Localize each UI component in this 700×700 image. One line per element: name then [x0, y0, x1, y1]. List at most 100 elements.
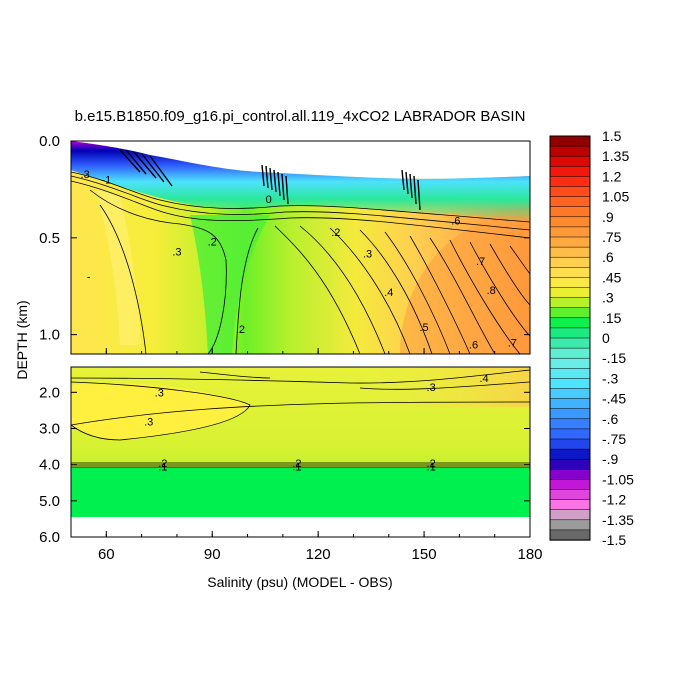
- contour-label: .7: [508, 337, 517, 349]
- colorbar-swatch: [549, 135, 591, 147]
- colorbar-swatch: [549, 145, 591, 157]
- contour-label: .1: [427, 461, 436, 473]
- contour-label: .7: [476, 256, 485, 268]
- contour-label: .3: [172, 246, 181, 258]
- colorbar-swatch: [549, 216, 591, 228]
- x-tick-label: 120: [306, 546, 331, 563]
- colorbar-swatch: [549, 509, 591, 521]
- colorbar-swatch: [549, 347, 591, 359]
- contour-label: .8: [487, 285, 496, 297]
- chart-title: b.e15.B1850.f09_g16.pi_control.all.119_4…: [75, 108, 526, 125]
- colorbar-swatch: [549, 155, 591, 167]
- colorbar-swatch: [549, 226, 591, 238]
- contour-label: .1: [292, 461, 301, 473]
- colorbar-swatch: [549, 479, 591, 491]
- colorbar-swatch: [549, 499, 591, 511]
- colorbar-swatch: [549, 297, 591, 309]
- colorbar-tick-label: -.75: [602, 431, 626, 447]
- upper-panel: [71, 141, 530, 354]
- colorbar-swatch: [549, 529, 591, 541]
- colorbar-swatch: [549, 337, 591, 349]
- colorbar-tick-label: 0: [602, 330, 610, 346]
- colorbar-swatch: [549, 408, 591, 420]
- colorbar-swatch: [549, 196, 591, 208]
- colorbar-swatch: [549, 388, 591, 400]
- contour-label: .4: [384, 287, 393, 299]
- contour-label: .4: [480, 373, 489, 385]
- y-axis-lower: 2.0 3.0 4.0 5.0 6.0: [39, 384, 530, 546]
- contour-label: .3: [155, 387, 164, 399]
- colorbar: [549, 135, 591, 541]
- colorbar-frame: [549, 135, 591, 541]
- contour-label: 0: [266, 194, 272, 206]
- colorbar-tick-label: 1.2: [602, 168, 622, 184]
- colorbar-tick-label: .6: [602, 249, 614, 265]
- colorbar-tick-label: .75: [602, 229, 622, 245]
- upper-orange-core: [400, 210, 530, 354]
- colorbar-swatch: [549, 246, 591, 258]
- upper-yellow-lens: [96, 190, 140, 345]
- x-tick-label: 90: [204, 546, 221, 563]
- colorbar-tick-label: 1.35: [602, 148, 629, 164]
- colorbar-swatch: [549, 186, 591, 198]
- x-tick-label: 150: [412, 546, 437, 563]
- contour-label: .2: [236, 324, 245, 336]
- lower-right-warm: [360, 367, 530, 407]
- upper-surface-void: [71, 141, 530, 179]
- colorbar-tick-label: .3: [602, 290, 614, 306]
- lower-contour-lines: [71, 369, 530, 468]
- upper-contour-lines: [71, 171, 530, 354]
- colorbar-swatch: [549, 519, 591, 531]
- x-tick-label: 180: [517, 546, 542, 563]
- colorbar-swatch: [549, 448, 591, 460]
- colorbar-tick-label: -.6: [602, 411, 619, 427]
- colorbar-swatch: [549, 438, 591, 450]
- colorbar-tick-label: 1.5: [602, 128, 622, 144]
- contour-label: .2: [158, 458, 167, 470]
- upper-contour-clusters: [119, 149, 421, 211]
- colorbar-swatch: [549, 458, 591, 470]
- lower-panel-frame: [70, 366, 531, 538]
- colorbar-swatch: [549, 368, 591, 380]
- y-tick-label: 2.0: [39, 384, 60, 401]
- colorbar-tick-label: -.45: [602, 391, 626, 407]
- colorbar-swatch: [549, 267, 591, 279]
- lower-no-data: [71, 517, 530, 537]
- lower-panel: [71, 367, 530, 537]
- lower-yellow-lens: [71, 383, 250, 440]
- colorbar-swatch: [549, 327, 591, 339]
- contour-label: .3: [427, 382, 436, 394]
- contour-label: .3: [81, 169, 90, 181]
- colorbar-tick-label: 1.05: [602, 189, 629, 205]
- colorbar-labels: 1.5 1.35 1.2 1.05 .9 .75 .6 .45 .3 .15 0 -.15 -.3 -.4…: [602, 128, 634, 548]
- colorbar-swatch: [549, 277, 591, 289]
- colorbar-swatch: [549, 398, 591, 410]
- contour-label: .6: [469, 339, 478, 351]
- colorbar-swatch: [549, 378, 591, 390]
- contour-label: .6: [451, 215, 460, 227]
- colorbar-swatch: [549, 428, 591, 440]
- colorbar-swatch: [549, 236, 591, 248]
- colorbar-swatch: [549, 166, 591, 178]
- colorbar-tick-label: -1.5: [602, 532, 626, 548]
- contour-label: -1: [101, 175, 111, 187]
- colorbar-swatch: [549, 489, 591, 501]
- colorbar-tick-label: .9: [602, 209, 614, 225]
- x-axis-label: Salinity (psu) (MODEL - OBS): [207, 574, 392, 590]
- y-tick-label: 1.0: [39, 327, 60, 344]
- lower-green-band: [71, 467, 530, 517]
- y-tick-label: 0.5: [39, 230, 60, 247]
- colorbar-tick-label: .15: [602, 310, 622, 326]
- colorbar-tick-label: -.15: [602, 350, 626, 366]
- contour-label: .3: [144, 416, 153, 428]
- contour-label: .2: [427, 458, 436, 470]
- colorbar-swatch: [549, 418, 591, 430]
- y-axis-upper: 0.00.51.0: [39, 133, 530, 344]
- y-tick-label: 5.0: [39, 493, 60, 510]
- colorbar-swatch: [549, 256, 591, 268]
- contour-label: .2: [208, 237, 217, 249]
- colorbar-swatch: [549, 176, 591, 188]
- colorbar-tick-label: .45: [602, 269, 622, 285]
- contour-label: .5: [419, 322, 428, 334]
